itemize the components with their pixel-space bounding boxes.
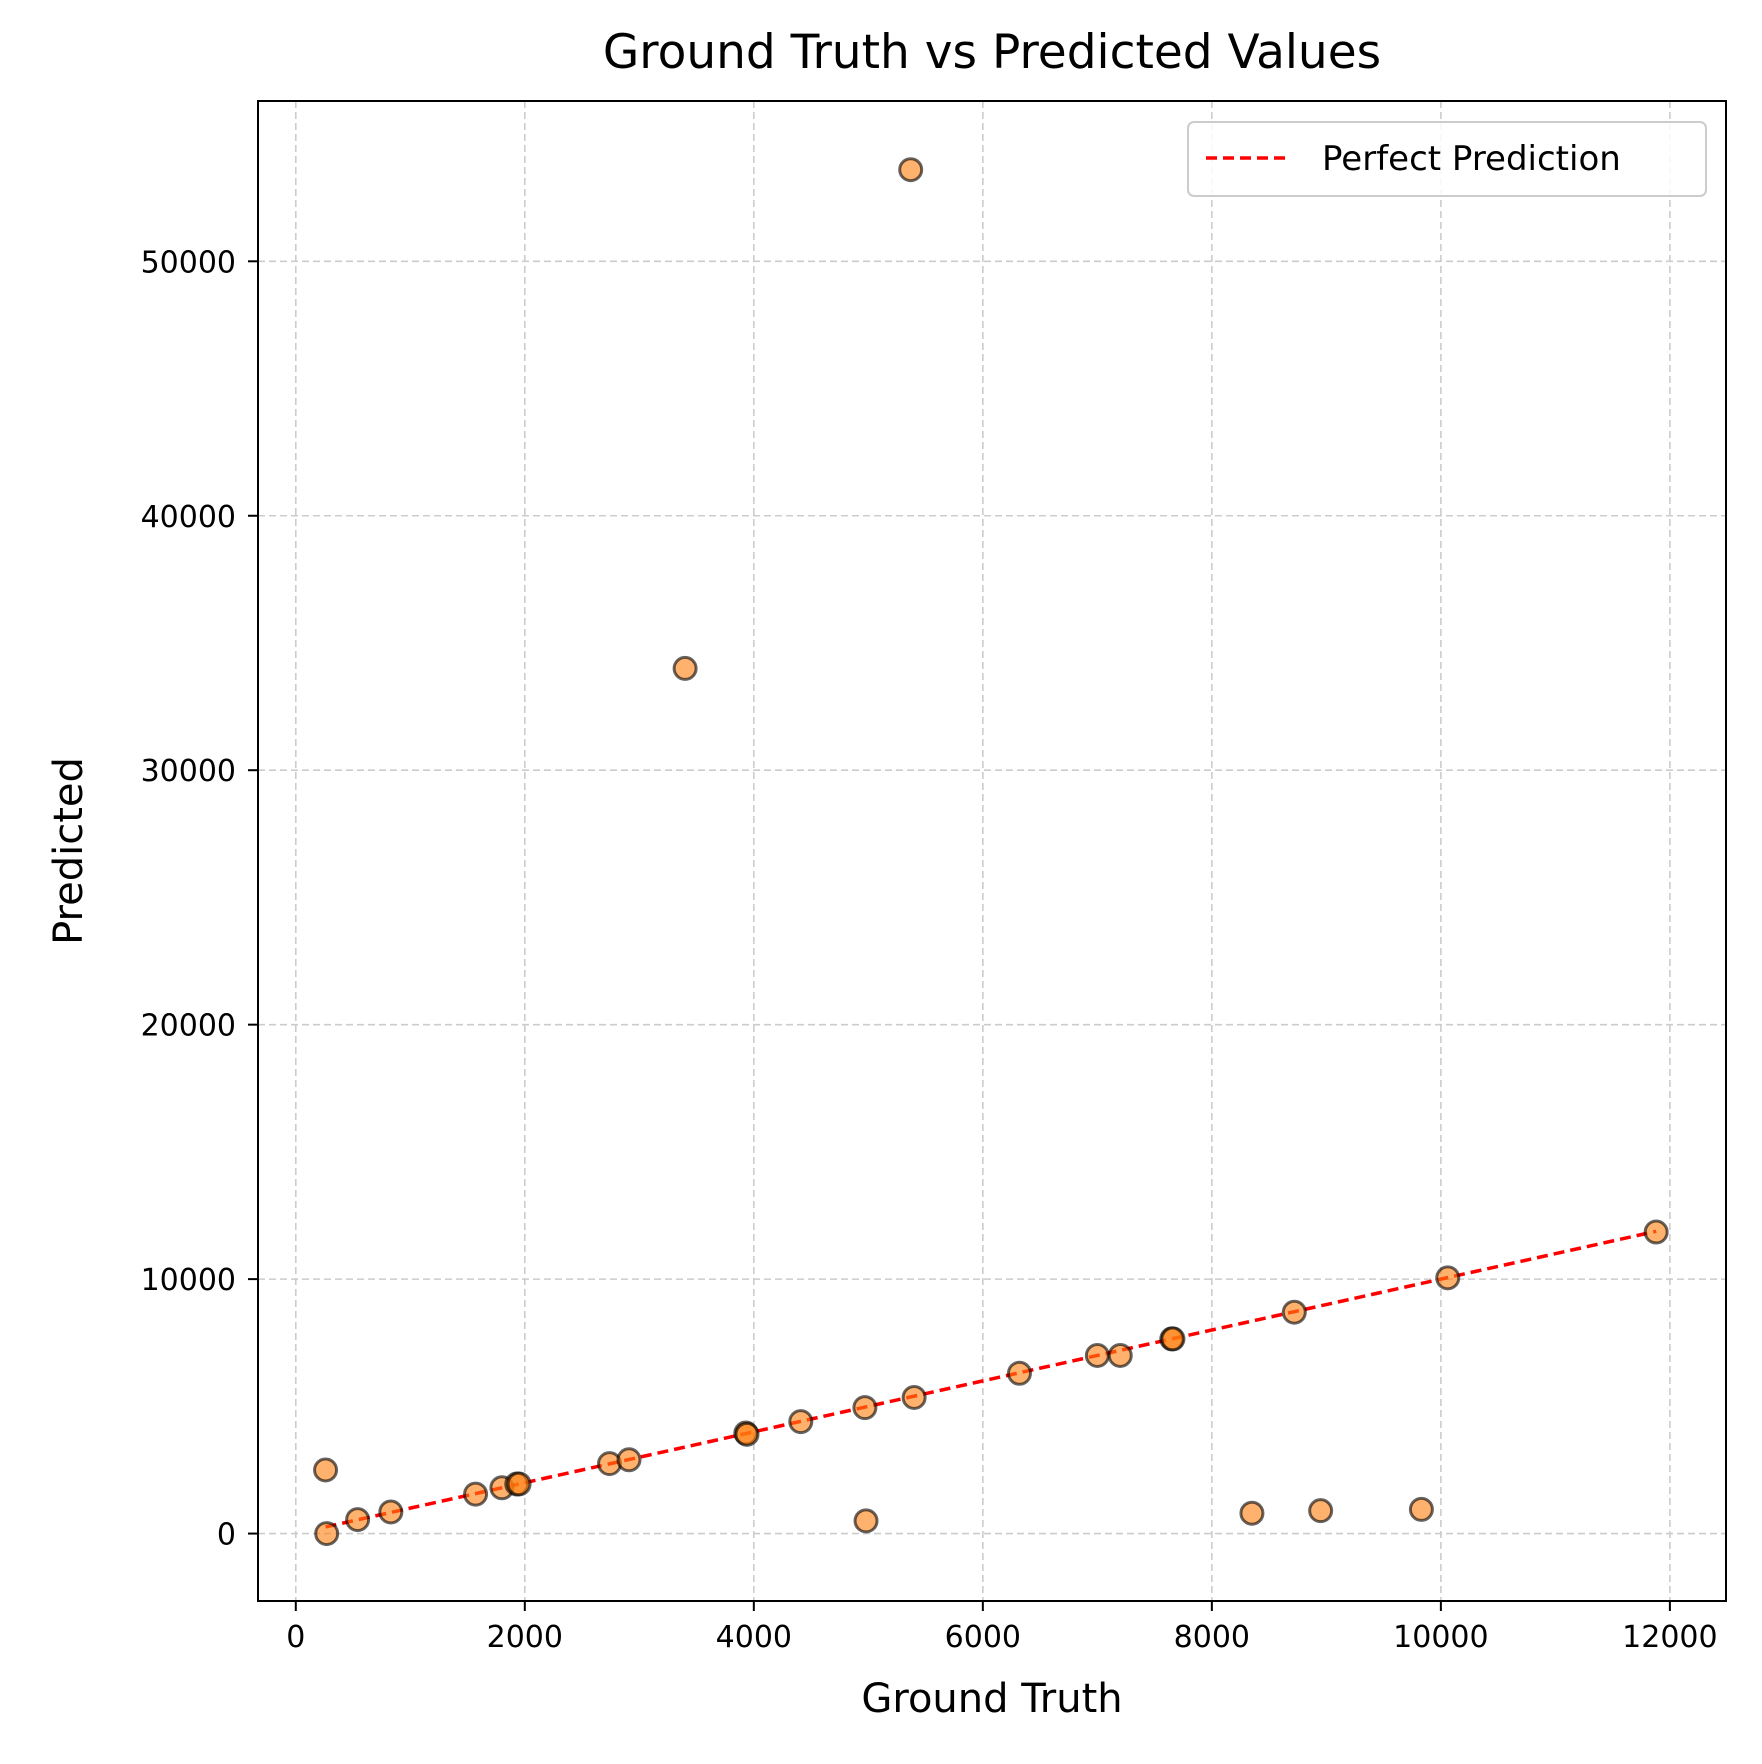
x-tick-label: 8000: [1174, 1620, 1250, 1655]
legend-box: [1187, 121, 1707, 197]
x-tick-label: 2000: [487, 1620, 563, 1655]
scatter-point: [1643, 1219, 1669, 1245]
x-tick-label: 6000: [945, 1620, 1021, 1655]
scatter-point: [314, 1521, 340, 1547]
scatter-point: [898, 157, 924, 183]
scatter-point: [313, 1457, 339, 1483]
y-tick-label: 30000: [141, 754, 236, 789]
scatter-point: [1281, 1299, 1307, 1325]
y-tick-label: 40000: [141, 500, 236, 535]
plot-frame: [257, 100, 1727, 1602]
scatter-point: [852, 1395, 878, 1421]
x-tick-label: 10000: [1393, 1620, 1488, 1655]
scatter-point: [853, 1508, 879, 1534]
y-tick-label: 20000: [141, 1009, 236, 1044]
scatter-point: [1006, 1360, 1032, 1386]
scatter-point: [1107, 1342, 1133, 1368]
perfect-prediction-line: [325, 1229, 1657, 1529]
scatter-point: [378, 1499, 404, 1525]
scatter-point: [734, 1421, 760, 1447]
legend-label-perfect-prediction: Perfect Prediction: [1322, 139, 1621, 179]
scatter-point: [463, 1481, 489, 1507]
scatter-point: [1084, 1342, 1110, 1368]
perfect-prediction-line-group: [325, 1229, 1657, 1529]
scatter-point: [901, 1384, 927, 1410]
x-axis-title: Ground Truth: [861, 1676, 1122, 1722]
chart-title: Ground Truth vs Predicted Values: [603, 25, 1381, 80]
x-tick-label: 4000: [716, 1620, 792, 1655]
scatter-point: [1408, 1496, 1434, 1522]
scatter-point: [1239, 1500, 1265, 1526]
y-axis-title: Predicted: [46, 757, 92, 945]
grid: [258, 101, 1726, 1601]
y-tick-label: 10000: [141, 1263, 236, 1298]
y-tick-label: 50000: [141, 245, 236, 280]
scatter-point: [345, 1507, 371, 1533]
x-axis-ticks: 0 2000 4000 6000 8000 10000 12000: [286, 1601, 1718, 1655]
x-tick-label: 12000: [1622, 1620, 1717, 1655]
scatter-point: [506, 1471, 532, 1497]
scatter-point: [1435, 1265, 1461, 1291]
y-axis-ticks: 0 10000 20000 30000 40000 50000: [141, 245, 258, 1553]
scatter-point: [672, 655, 698, 681]
y-tick-label: 0: [217, 1518, 236, 1553]
scatter-point: [616, 1447, 642, 1473]
scatter-points: [313, 157, 1669, 1547]
scatter-point: [788, 1409, 814, 1435]
scatter-point: [1160, 1326, 1186, 1352]
legend: Perfect Prediction: [1187, 121, 1707, 197]
x-tick-label: 0: [286, 1620, 305, 1655]
scatter-point: [1308, 1498, 1334, 1524]
